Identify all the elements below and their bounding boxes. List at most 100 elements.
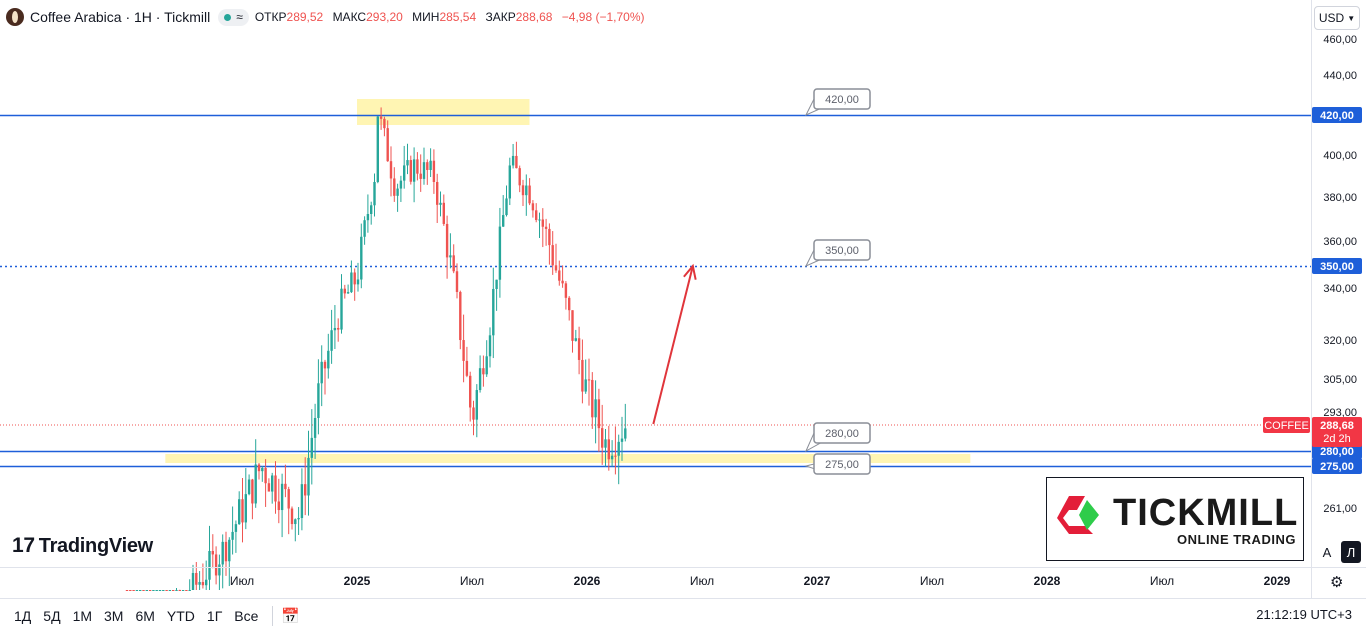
candle-body	[373, 181, 376, 206]
range-ytd[interactable]: YTD	[166, 607, 195, 624]
price-tick-label: 293,00	[1323, 407, 1357, 419]
level-price-badge-label: 275,00	[1320, 461, 1354, 473]
range-1y[interactable]: 1Г	[206, 607, 223, 624]
candle-body	[416, 159, 419, 174]
candle-body	[274, 475, 277, 502]
candle-body	[478, 368, 482, 391]
candle-body	[320, 361, 323, 384]
candle-body	[135, 590, 139, 591]
candle-body	[462, 340, 465, 361]
price-chart[interactable]: 420,00 350,00 280,00 275,00 460,00 440,00 400…	[0, 0, 1366, 600]
candle-body	[337, 327, 340, 330]
candle-body	[495, 279, 498, 289]
candle-body	[366, 213, 370, 221]
level-callout[interactable]: 275,00	[804, 453, 871, 475]
candle-body	[178, 590, 181, 591]
support-resistance-zone[interactable]	[165, 454, 971, 463]
candle-body	[561, 280, 564, 284]
candle-body	[409, 160, 412, 182]
callout-label: 420,00	[825, 94, 859, 106]
candle-body	[511, 155, 515, 166]
candle-body	[383, 118, 386, 129]
price-tick-label: 261,00	[1323, 503, 1357, 515]
candle-body	[356, 279, 360, 285]
price-axis: 460,00 440,00 400,00 380,00 360,00 340,00 320,…	[1323, 34, 1357, 515]
range-6m[interactable]: 6М	[135, 607, 155, 624]
candle-body	[254, 464, 257, 504]
currency-select[interactable]: USD ▼	[1314, 6, 1360, 30]
level-callout[interactable]: 420,00	[804, 88, 871, 117]
candle-body	[360, 236, 363, 280]
candle-body	[162, 590, 165, 591]
candle-body	[571, 310, 574, 341]
candle-body	[251, 479, 254, 504]
candle-body	[436, 181, 439, 205]
candle-body	[267, 483, 271, 492]
support-resistance-zone[interactable]	[357, 99, 530, 125]
candle-body	[247, 479, 251, 495]
candle-body	[241, 499, 244, 523]
candle-body	[393, 178, 396, 196]
candle-body	[333, 327, 337, 331]
candle-body	[422, 162, 426, 179]
bottom-toolbar: 1Д 5Д 1М 3М 6М YTD 1Г Все 📅 21:12:19 UTC…	[0, 598, 1366, 632]
price-change: −4,98 (−1,70%)	[561, 10, 645, 24]
symbol-title[interactable]: Coffee Arabica · 1H · Tickmill	[30, 9, 211, 25]
candle-body	[403, 165, 406, 181]
market-status-pill[interactable]: ≈	[218, 8, 249, 26]
time-tick-label: Июл	[690, 574, 714, 588]
wave-icon: ≈	[236, 10, 243, 24]
projection-arrow[interactable]	[652, 265, 694, 425]
level-callout[interactable]: 350,00	[804, 239, 871, 268]
candle-body	[610, 455, 614, 460]
market-open-dot-icon	[224, 13, 232, 21]
candle-body	[376, 116, 379, 182]
range-all[interactable]: Все	[234, 607, 259, 624]
tickmill-logo: TICKMILL ONLINE TRADING	[1046, 477, 1304, 561]
level-price-badge-label: 280,00	[1320, 446, 1354, 458]
date-range-calendar-icon[interactable]: 📅	[281, 607, 301, 625]
candle-body	[188, 590, 191, 591]
candle-body	[508, 165, 511, 199]
candle-body	[195, 572, 198, 585]
candle-body	[284, 483, 287, 490]
range-5d[interactable]: 5Д	[43, 607, 61, 624]
time-tick-label: Июл	[460, 574, 484, 588]
clock[interactable]: 21:12:19 UTC+3	[1256, 607, 1352, 622]
candle-body	[419, 173, 422, 179]
candle-body	[601, 428, 604, 448]
callout-box	[813, 453, 871, 475]
candle-body	[363, 220, 366, 237]
candle-body	[201, 582, 205, 586]
candle-body	[350, 272, 353, 293]
candle-body	[624, 428, 627, 439]
candle-body	[297, 518, 300, 520]
arrow-head	[683, 263, 697, 280]
tradingview-logo[interactable]: 17 TradingView	[12, 534, 153, 557]
log-scale-button[interactable]: Л	[1341, 541, 1361, 563]
settings-gear-icon[interactable]: ⚙	[1330, 574, 1344, 591]
candle-body	[155, 590, 158, 591]
time-axis: Июл 2025 Июл 2026 Июл 2027 Июл 2028 Июл 2029	[230, 574, 1291, 588]
candle-body	[300, 484, 304, 519]
candle-body	[271, 475, 274, 492]
candle-body	[412, 159, 416, 182]
auto-scale-button[interactable]: A	[1322, 544, 1332, 560]
candle-body	[452, 255, 455, 272]
callouts-layer: 420,00 350,00 280,00 275,00	[804, 88, 871, 475]
candle-body	[353, 272, 356, 285]
range-1d[interactable]: 1Д	[14, 607, 32, 624]
candle-body	[577, 338, 581, 360]
range-3m[interactable]: 3М	[104, 607, 124, 624]
candle-body	[257, 464, 261, 472]
level-callout[interactable]: 280,00	[804, 422, 871, 453]
candle-body	[492, 288, 495, 336]
candle-body	[175, 590, 178, 591]
candle-body	[307, 457, 310, 496]
candle-body	[346, 292, 350, 294]
candle-body	[465, 360, 469, 376]
candle-body	[521, 185, 525, 196]
range-1m[interactable]: 1М	[72, 607, 93, 624]
candle-body	[323, 361, 327, 369]
candle-body	[277, 501, 280, 511]
